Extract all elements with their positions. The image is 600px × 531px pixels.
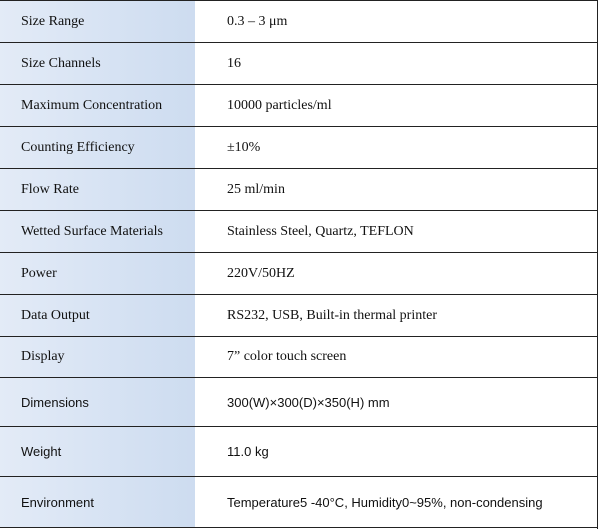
table-row: Counting Efficiency ±10% bbox=[0, 127, 597, 169]
row-label: Counting Efficiency bbox=[0, 127, 195, 168]
table-row: Weight 11.0 kg bbox=[0, 427, 597, 477]
row-value: 25 ml/min bbox=[227, 181, 285, 197]
row-label: Weight bbox=[0, 427, 195, 476]
row-value: Stainless Steel, Quartz, TEFLON bbox=[227, 223, 414, 239]
row-value: 16 bbox=[227, 55, 241, 71]
table-row: Maximum Concentration 10000 particles/ml bbox=[0, 85, 597, 127]
row-label: Display bbox=[0, 337, 195, 377]
row-label: Environment bbox=[0, 477, 195, 527]
row-label: Size Channels bbox=[0, 43, 195, 84]
row-value: 7” color touch screen bbox=[227, 349, 347, 364]
table-row: Power 220V/50HZ bbox=[0, 253, 597, 295]
row-label: Flow Rate bbox=[0, 169, 195, 210]
row-value: 11.0 kg bbox=[227, 444, 269, 459]
row-value: Temperature5 -40°C, Humidity0~95%, non-c… bbox=[227, 494, 543, 510]
row-value: 10000 particles/ml bbox=[227, 97, 332, 113]
row-label: Maximum Concentration bbox=[0, 85, 195, 126]
row-label: Wetted Surface Materials bbox=[0, 211, 195, 252]
table-row: Size Channels 16 bbox=[0, 43, 597, 85]
row-label: Dimensions bbox=[0, 378, 195, 426]
table-row: Size Range 0.3 – 3 μm bbox=[0, 1, 597, 43]
row-value: 0.3 – 3 μm bbox=[227, 13, 288, 29]
table-row: Display 7” color touch screen bbox=[0, 337, 597, 378]
table-row: Flow Rate 25 ml/min bbox=[0, 169, 597, 211]
row-value: ±10% bbox=[227, 139, 261, 155]
table-row: Data Output RS232, USB, Built-in thermal … bbox=[0, 295, 597, 337]
row-value: 300(W)×300(D)×350(H) mm bbox=[227, 394, 390, 410]
table-row: Dimensions 300(W)×300(D)×350(H) mm bbox=[0, 378, 597, 427]
row-label: Data Output bbox=[0, 295, 195, 336]
row-label: Size Range bbox=[0, 1, 195, 42]
row-value: RS232, USB, Built-in thermal printer bbox=[227, 307, 437, 323]
table-row: Environment Temperature5 -40°C, Humidity0… bbox=[0, 477, 597, 528]
row-label: Power bbox=[0, 253, 195, 294]
table-row: Wetted Surface Materials Stainless Steel,… bbox=[0, 211, 597, 253]
row-value: 220V/50HZ bbox=[227, 265, 295, 281]
